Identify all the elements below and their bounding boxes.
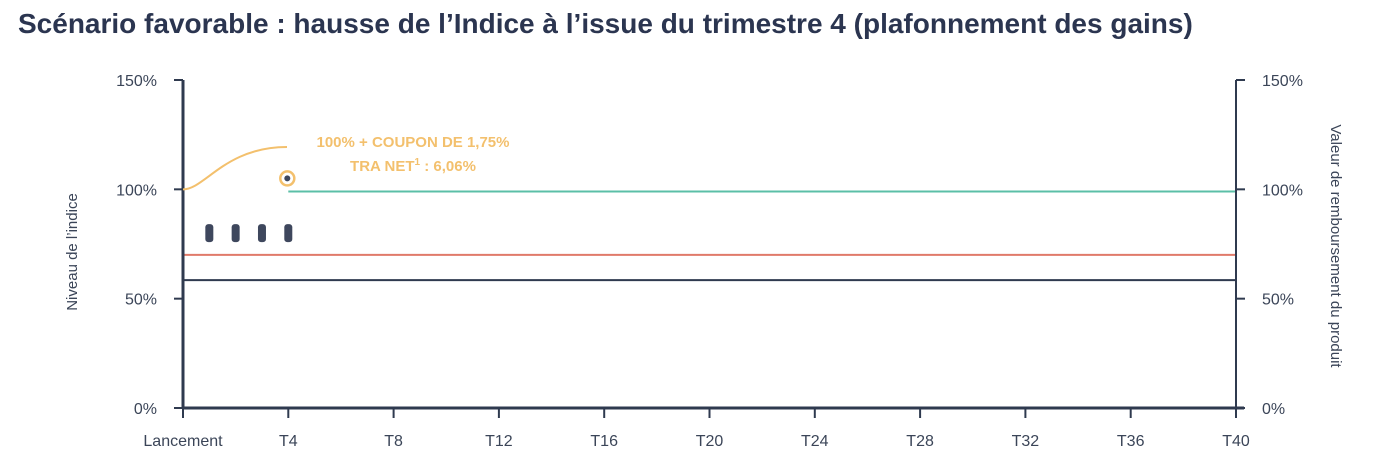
y-tick-label-right: 150% (1262, 73, 1303, 90)
observation-marker (284, 224, 293, 243)
x-tick-label: T12 (485, 433, 513, 450)
x-tick-label: T24 (801, 433, 829, 450)
y-tick-label-left: 0% (134, 401, 157, 418)
x-tick-label: Lancement (143, 433, 223, 450)
y-axis-title-right: Valeur de remboursement du produit (1327, 124, 1344, 368)
observation-marker (205, 224, 214, 243)
x-tick-label: T36 (1117, 433, 1145, 450)
chart-markers (205, 170, 296, 243)
y-tick-label-left: 100% (116, 182, 157, 199)
x-tick-label: T28 (906, 433, 934, 450)
chart-axes (174, 79, 1245, 418)
y-tick-label-left: 50% (125, 292, 157, 309)
chart-annotation: 100% + COUPON DE 1,75% TRA NET1 : 6,06% (182, 134, 510, 191)
annotation-connector (182, 146, 288, 191)
observation-marker (257, 224, 266, 243)
x-tick-label: T20 (696, 433, 724, 450)
observation-marker (231, 224, 240, 243)
x-tick-label: T32 (1012, 433, 1040, 450)
annotation-line-2: TRA NET1 : 6,06% (350, 157, 476, 175)
x-tick-label: T8 (384, 433, 403, 450)
chart-labels: 0% 0% 50% 50% 100% 100% 150% 150% Lancement T4 T8 T… (64, 73, 1344, 450)
y-tick-label-right: 0% (1262, 401, 1285, 418)
y-tick-label-left: 150% (116, 73, 157, 90)
redemption-point-dot (284, 175, 291, 182)
chart-title: Scénario favorable : hausse de l’Indice … (18, 8, 1193, 39)
x-tick-label: T40 (1222, 433, 1250, 450)
y-tick-label-right: 50% (1262, 292, 1294, 309)
x-tick-label: T4 (279, 433, 298, 450)
annotation-line-1: 100% + COUPON DE 1,75% (316, 134, 509, 151)
x-tick-label: T16 (590, 433, 618, 450)
y-axis-title-left: Niveau de l’indice (64, 193, 81, 311)
chart-lines (183, 190, 1236, 282)
y-tick-label-right: 100% (1262, 182, 1303, 199)
